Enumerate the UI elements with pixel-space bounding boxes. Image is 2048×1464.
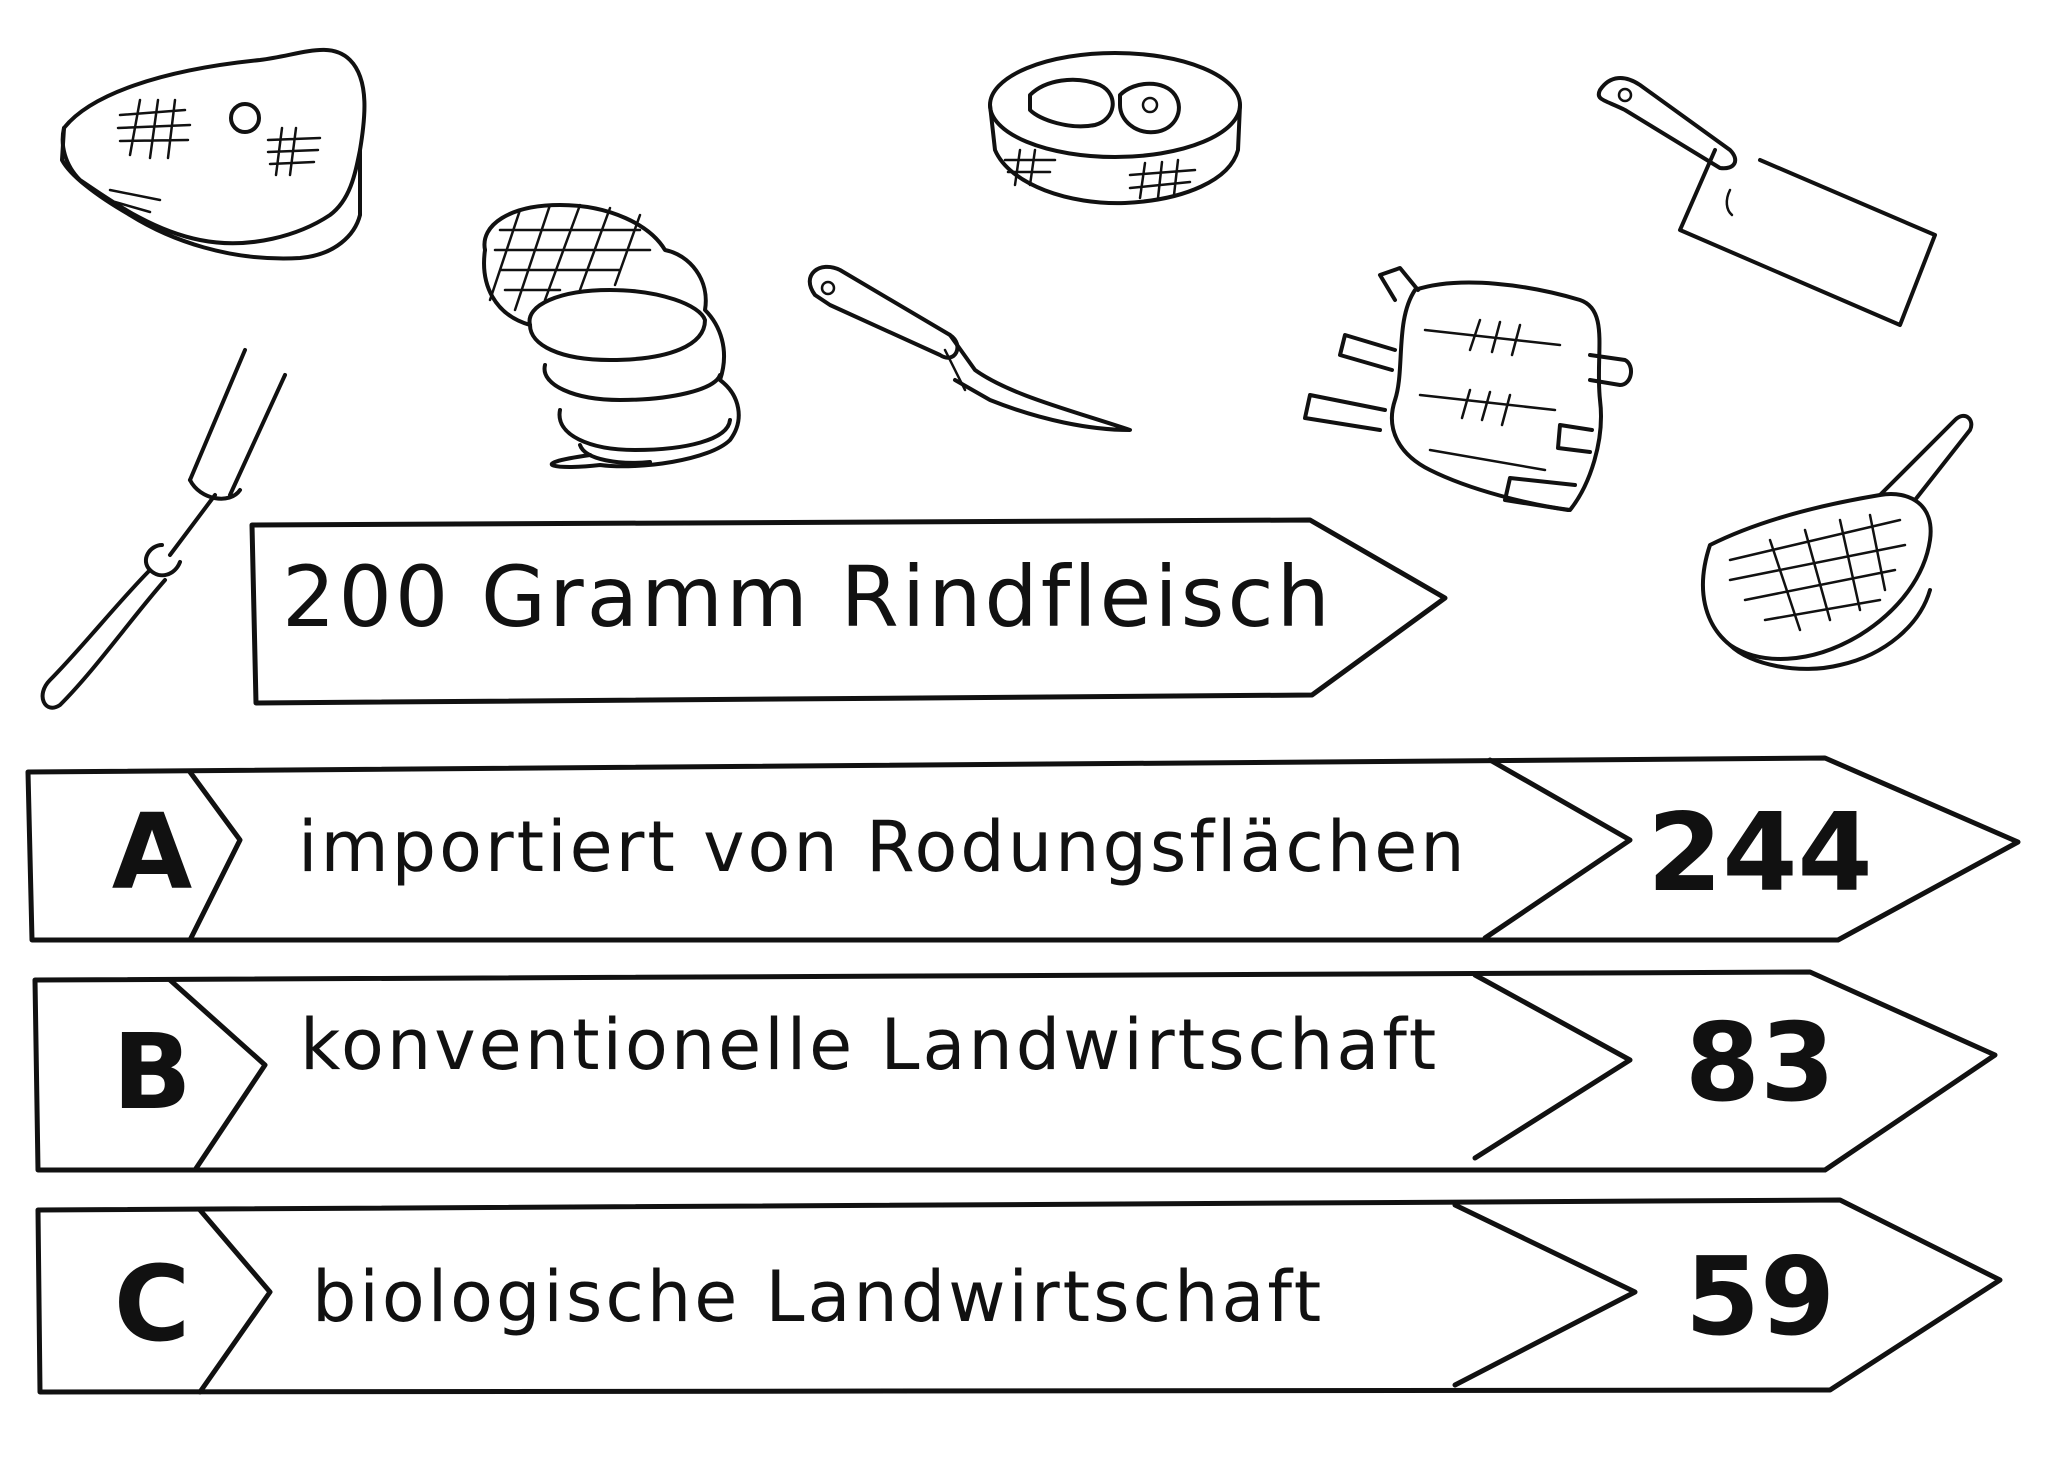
- option-label-c: biologische Landwirtschaft: [312, 1256, 1325, 1338]
- option-label-b: konventionelle Landwirtschaft: [300, 1004, 1440, 1086]
- roast-icon: [484, 205, 739, 467]
- steak-icon: [62, 50, 364, 259]
- boning-knife-icon: [810, 267, 1130, 430]
- round-steak-icon: [990, 53, 1240, 203]
- option-value-a: 244: [1647, 791, 1873, 916]
- title-sign: [252, 520, 1445, 703]
- option-letter-b: B: [112, 1011, 192, 1133]
- option-label-a: importiert von Rodungsflächen: [298, 806, 1468, 888]
- option-letter-c: C: [113, 1243, 191, 1365]
- chop-icon: [1703, 416, 1971, 669]
- ribs-icon: [1305, 268, 1631, 510]
- cleaver-icon: [1599, 78, 1935, 325]
- carving-fork-icon: [43, 350, 285, 708]
- sign-title: 200 Gramm Rindfleisch: [282, 548, 1333, 646]
- option-row-shapes: [28, 758, 2018, 1392]
- option-value-c: 59: [1684, 1235, 1836, 1360]
- option-letter-a: A: [111, 791, 193, 913]
- option-value-b: 83: [1684, 1001, 1836, 1126]
